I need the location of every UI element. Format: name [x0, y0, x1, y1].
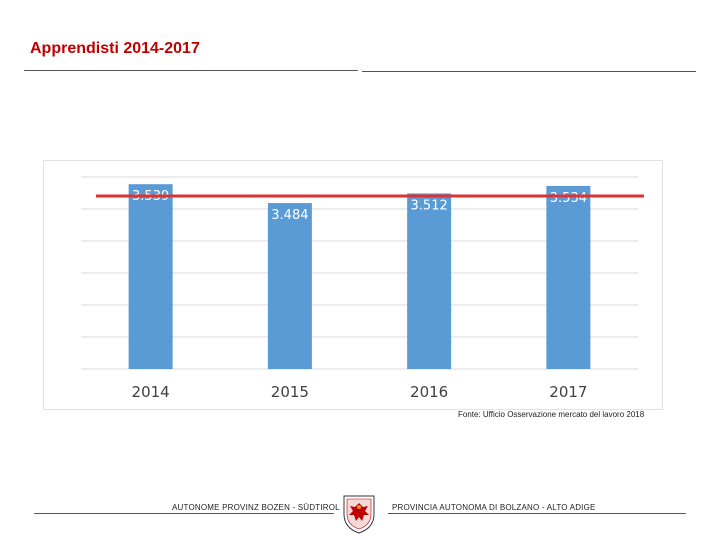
footer-divider-right	[388, 513, 686, 514]
title-divider-left	[24, 70, 358, 71]
data-label-2017: 3.534	[550, 191, 587, 206]
source-note: Fonte: Ufficio Osservazione mercato del …	[458, 410, 645, 419]
page-title: Apprendisti 2014-2017	[30, 40, 200, 57]
data-label-2016: 3.512	[411, 198, 448, 213]
footer-divider-left	[34, 513, 334, 514]
bar-2017	[546, 185, 591, 369]
bar-2014	[128, 184, 173, 369]
data-label-2015: 3.484	[271, 208, 308, 223]
x-tick-label-2016: 2016	[410, 383, 448, 401]
footer-label-de: AUTONOME PROVINZ BOZEN - SÜDTIROL	[172, 503, 340, 512]
x-tick-label-2015: 2015	[271, 383, 309, 401]
bar-2015	[267, 203, 312, 369]
footer-label-it: PROVINCIA AUTONOMA DI BOLZANO - ALTO ADI…	[392, 503, 596, 512]
title-divider-right	[362, 71, 696, 72]
x-tick-label-2014: 2014	[132, 383, 170, 401]
bar-2016	[407, 193, 452, 369]
x-tick-label-2017: 2017	[549, 383, 587, 401]
coat-of-arms-icon	[343, 495, 375, 534]
